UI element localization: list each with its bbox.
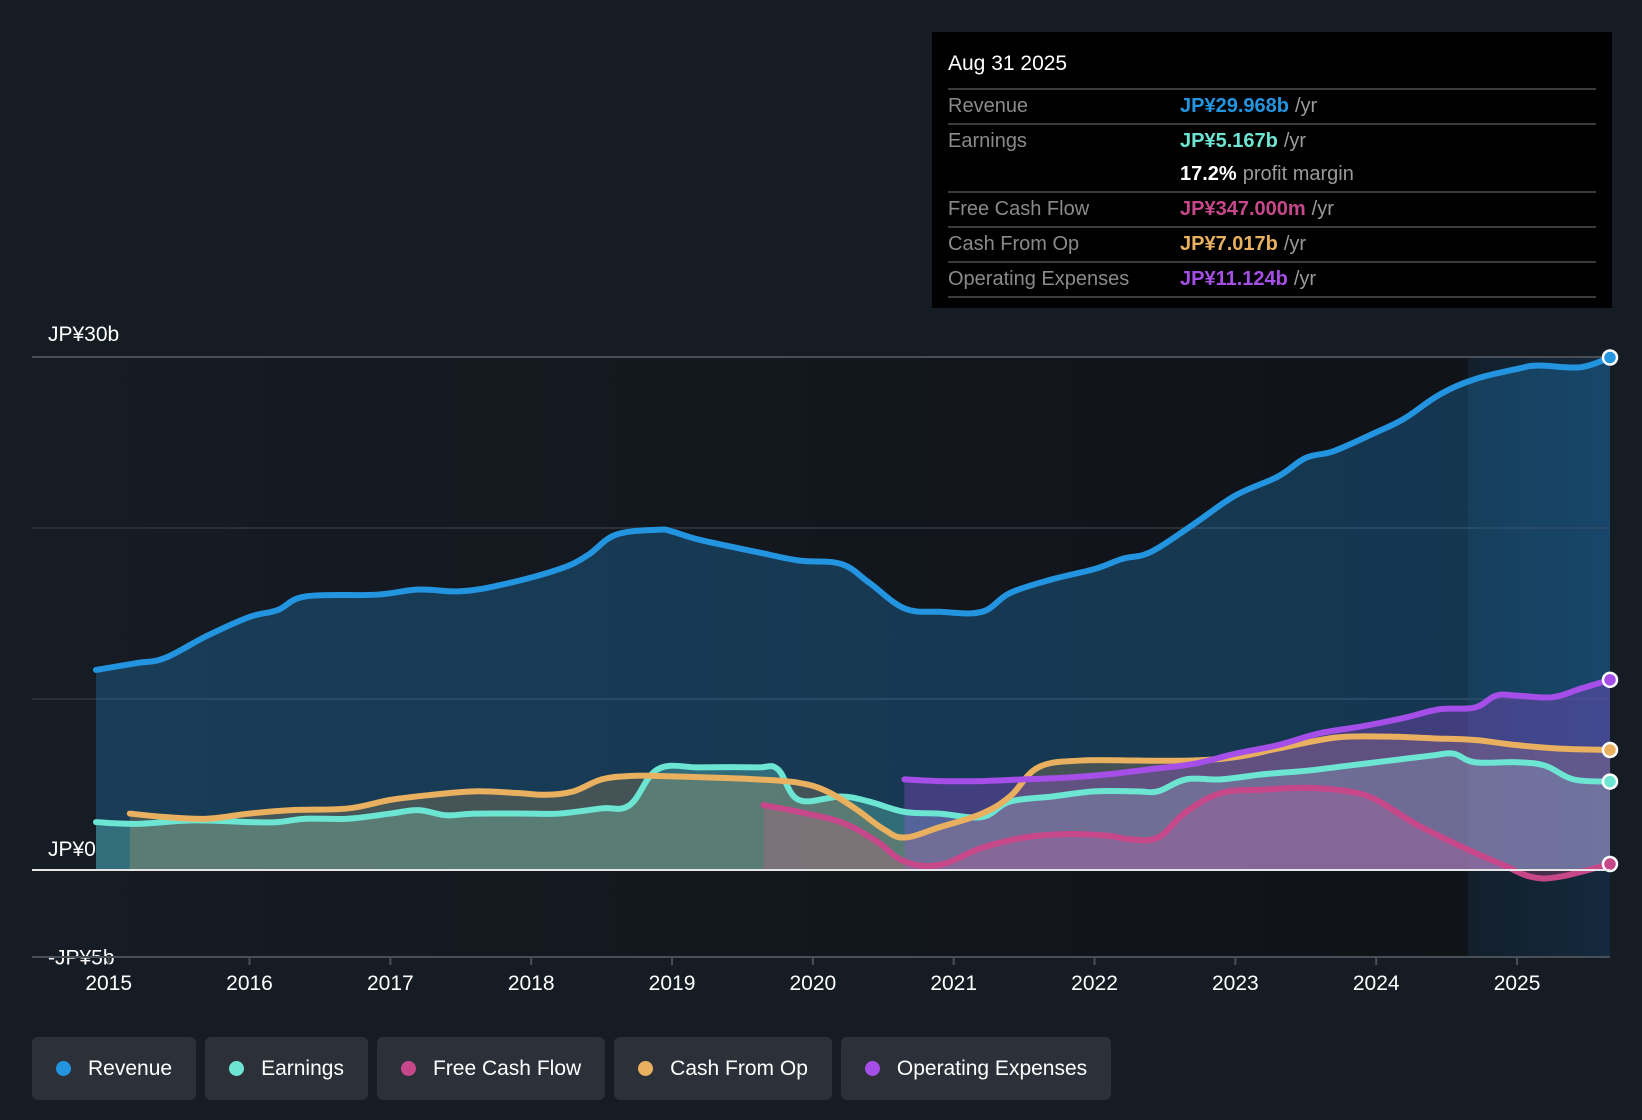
revenue-end-marker (1601, 349, 1619, 366)
y-tick-label: JP¥30b (48, 323, 119, 346)
tooltip-value: JP¥7.017b (1180, 233, 1278, 255)
tooltip-value: JP¥29.968b (1180, 95, 1289, 117)
y-tick-label: JP¥0 (48, 838, 96, 861)
legend-item-cash-from-op[interactable]: Cash From Op (614, 1037, 832, 1100)
tooltip-label: Operating Expenses (948, 268, 1130, 290)
tooltip-label: Cash From Op (948, 233, 1080, 255)
legend-label: Revenue (88, 1056, 173, 1080)
free-cash-flow-end-marker (1601, 855, 1619, 873)
tooltip-unit: profit margin (1242, 163, 1354, 185)
cash-from-op-end-marker (1601, 741, 1619, 759)
tooltip-row-free-cash-flow: Free Cash Flow JP¥347.000m /yr (948, 191, 1596, 226)
tooltip-date: Aug 31 2025 (948, 52, 1068, 75)
chart-legend: Revenue Earnings Free Cash Flow Cash Fro… (32, 1037, 1112, 1100)
x-tick-label: 2018 (508, 972, 555, 995)
free-cash-flow-line (760, 784, 1613, 882)
legend-label: Cash From Op (670, 1056, 808, 1080)
x-tick-label: 2017 (367, 972, 414, 995)
operating-expenses-line (901, 676, 1613, 785)
legend-label: Free Cash Flow (432, 1056, 582, 1080)
tooltip-unit: /yr (1294, 95, 1318, 117)
tooltip-value: JP¥11.124b (1180, 268, 1288, 290)
earnings-line (93, 750, 1613, 827)
x-tick-label: 2025 (1494, 972, 1541, 995)
tooltip-unit: /yr (1293, 268, 1317, 290)
legend-dot-icon (400, 1061, 416, 1076)
legend-label: Earnings (261, 1056, 344, 1080)
tooltip-value: JP¥347.000m (1180, 198, 1306, 220)
tooltip-unit: /yr (1283, 130, 1307, 152)
x-tick-label: 2015 (85, 972, 132, 995)
plot-background (32, 357, 1610, 957)
legend-item-operating-expenses[interactable]: Operating Expenses (840, 1037, 1112, 1100)
x-tick-label: 2023 (1212, 972, 1259, 995)
legend-dot-icon (56, 1061, 71, 1076)
tooltip-row-revenue: Revenue JP¥29.968b /yr (948, 88, 1596, 123)
x-tick-label: 2022 (1071, 972, 1118, 995)
tooltip-label: Free Cash Flow (948, 198, 1090, 220)
tooltip-row-profit-margin: 17.2% profit margin (948, 158, 1596, 191)
x-tick-label: 2019 (649, 972, 696, 995)
cash-from-op-line (126, 733, 1613, 841)
tooltip-unit: /yr (1311, 198, 1334, 220)
earnings-area (96, 753, 1610, 870)
x-tick-label: 2024 (1353, 972, 1400, 995)
tooltip-value: JP¥5.167b (1180, 130, 1278, 152)
tooltip-value: 17.2% (1180, 163, 1237, 185)
legend-dot-icon (229, 1061, 245, 1076)
x-tick-label: 2020 (790, 972, 837, 995)
x-tick-label: 2016 (226, 972, 273, 995)
legend-label: Operating Expenses (896, 1056, 1088, 1080)
legend-item-revenue[interactable]: Revenue (32, 1037, 197, 1100)
tooltip-row-cash-from-op: Cash From Op JP¥7.017b /yr (948, 226, 1596, 261)
earnings-end-marker (1601, 773, 1619, 790)
revenue-area (96, 357, 1610, 870)
tooltip-unit: /yr (1283, 233, 1307, 255)
tooltip-label: Earnings (948, 130, 1027, 152)
tooltip-row-earnings: Earnings JP¥5.167b /yr (948, 123, 1596, 158)
tooltip-label: Revenue (948, 95, 1029, 117)
free-cash-flow-area (763, 787, 1610, 879)
operating-expenses-end-marker (1601, 671, 1619, 689)
tooltip-row-operating-expenses: Operating Expenses JP¥11.124b /yr (948, 261, 1596, 298)
legend-dot-icon (638, 1061, 654, 1076)
legend-item-earnings[interactable]: Earnings (205, 1037, 368, 1100)
x-tick-label: 2021 (930, 972, 977, 995)
legend-dot-icon (864, 1061, 880, 1076)
legend-item-free-cash-flow[interactable]: Free Cash Flow (376, 1037, 606, 1100)
tooltip-panel: Aug 31 2025 Revenue JP¥29.968b /yr Earni… (932, 32, 1612, 308)
cash-from-op-area (129, 736, 1611, 870)
revenue-line (93, 354, 1613, 673)
